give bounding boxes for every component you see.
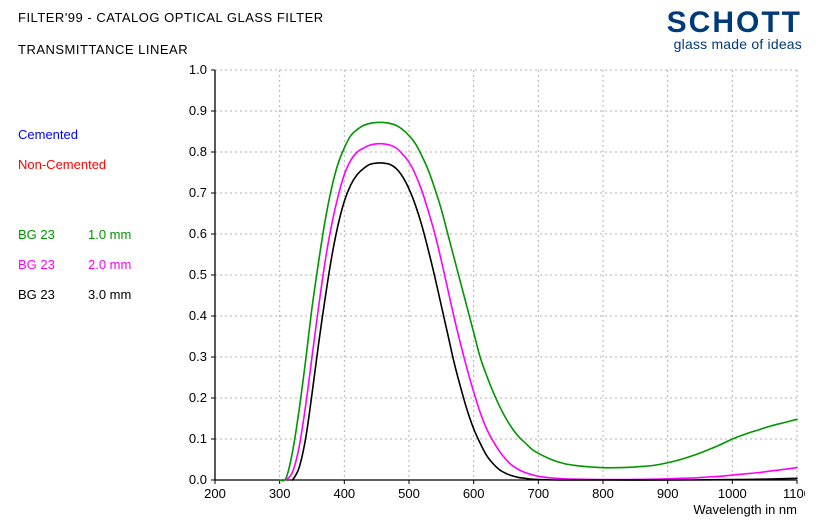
svg-text:1000: 1000 [718, 486, 747, 501]
legend-series-row: BG 231.0 mm [18, 220, 148, 250]
curve-bg23-2.0mm [286, 144, 797, 480]
svg-text:1100: 1100 [783, 486, 805, 501]
page-subtitle: TRANSMITTANCE LINEAR [18, 42, 188, 57]
legend-series-name: BG 23 [18, 227, 88, 243]
svg-text:0.9: 0.9 [189, 103, 207, 118]
curve-bg23-3.0mm [293, 163, 797, 480]
legend-series-row: BG 232.0 mm [18, 250, 148, 280]
legend-series-name: BG 23 [18, 287, 88, 303]
legend-series-thickness: 2.0 mm [88, 257, 148, 273]
legend-cemented: Cemented [18, 127, 78, 143]
svg-text:600: 600 [463, 486, 485, 501]
svg-text:0.7: 0.7 [189, 185, 207, 200]
svg-text:0.2: 0.2 [189, 390, 207, 405]
svg-text:400: 400 [333, 486, 355, 501]
svg-text:0.8: 0.8 [189, 144, 207, 159]
legend-series-thickness: 1.0 mm [88, 227, 148, 243]
svg-text:300: 300 [269, 486, 291, 501]
svg-text:900: 900 [657, 486, 679, 501]
svg-text:0.5: 0.5 [189, 267, 207, 282]
svg-text:200: 200 [204, 486, 226, 501]
transmittance-chart: 0.0 0.1 0.2 0.3 0.4 0.5 0.6 0.7 0.8 0.9 1.0 200 300 4… [175, 60, 805, 520]
svg-text:Wavelength in nm: Wavelength in nm [693, 502, 797, 517]
svg-text:0.3: 0.3 [189, 349, 207, 364]
svg-text:1.0: 1.0 [189, 62, 207, 77]
brand-name: SCHOTT [667, 6, 802, 40]
svg-text:800: 800 [592, 486, 614, 501]
svg-text:0.4: 0.4 [189, 308, 207, 323]
legend-series-name: BG 23 [18, 257, 88, 273]
page-title: FILTER'99 - CATALOG OPTICAL GLASS FILTER [18, 10, 324, 25]
svg-text:0.6: 0.6 [189, 226, 207, 241]
svg-text:500: 500 [398, 486, 420, 501]
brand-tagline: glass made of ideas [667, 36, 802, 52]
svg-text:0.0: 0.0 [189, 472, 207, 487]
legend-series-row: BG 233.0 mm [18, 280, 148, 310]
svg-text:0.1: 0.1 [189, 431, 207, 446]
brand-block: SCHOTT glass made of ideas [667, 6, 802, 52]
svg-text:700: 700 [527, 486, 549, 501]
legend-non-cemented: Non-Cemented [18, 157, 106, 173]
legend: Cemented Non-Cemented BG 231.0 mmBG 232.… [18, 120, 148, 310]
legend-series-thickness: 3.0 mm [88, 287, 148, 303]
